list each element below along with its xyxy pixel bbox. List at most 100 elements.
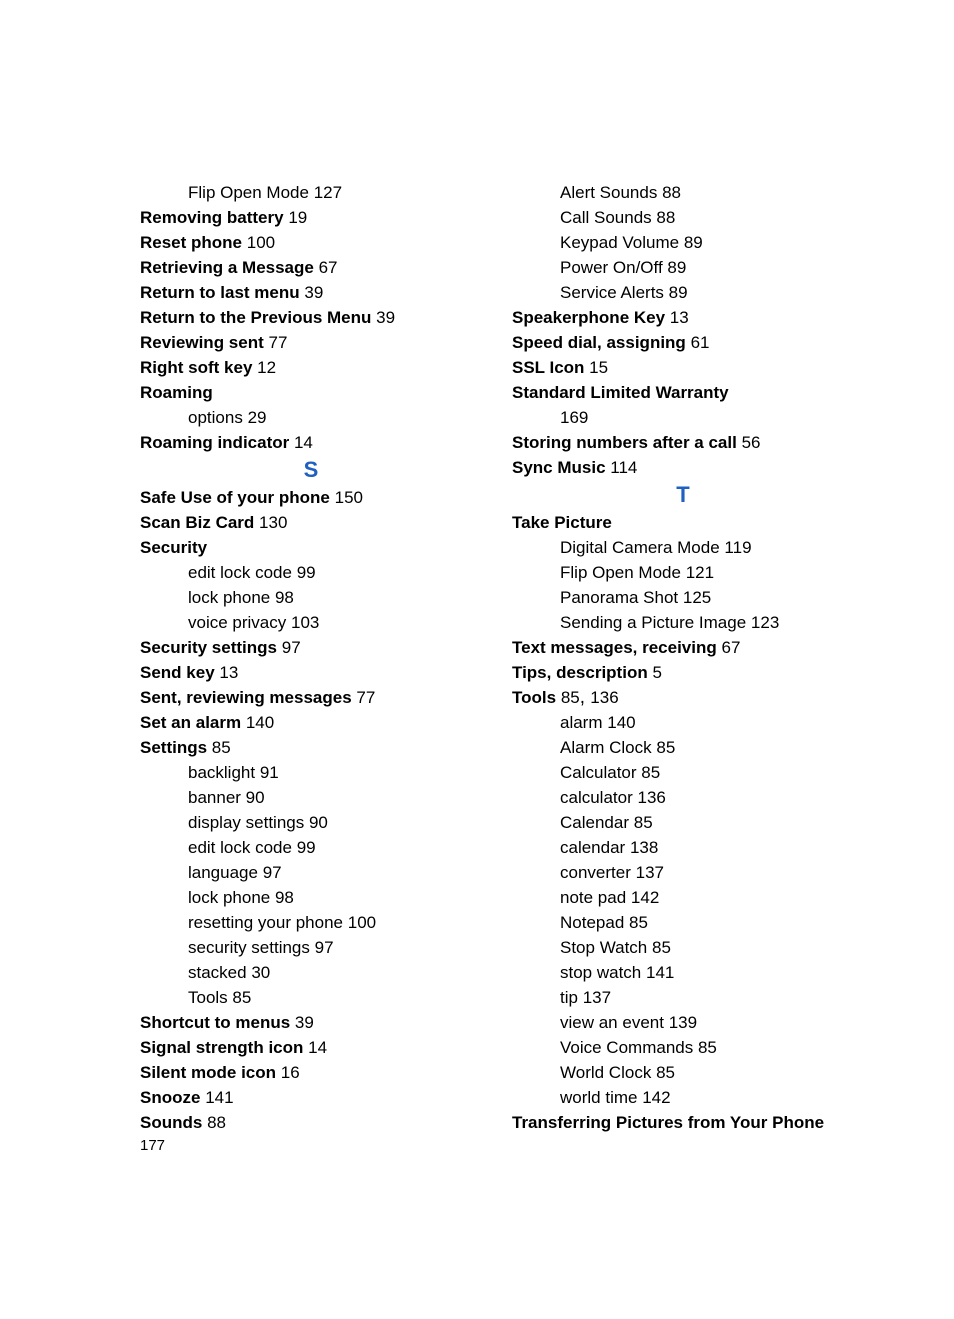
- page-ref[interactable]: 85: [656, 738, 675, 757]
- page-ref[interactable]: 5: [652, 663, 661, 682]
- page-ref[interactable]: 16: [281, 1063, 300, 1082]
- index-entry: World Clock 85: [512, 1060, 854, 1085]
- page-ref[interactable]: 99: [297, 838, 316, 857]
- page-ref[interactable]: 119: [724, 538, 751, 557]
- index-subterm: converter: [560, 863, 631, 882]
- page-ref[interactable]: 14: [308, 1038, 327, 1057]
- page-ref[interactable]: 85: [232, 988, 251, 1007]
- page-ref[interactable]: 103: [291, 613, 319, 632]
- page-ref[interactable]: 67: [721, 638, 740, 657]
- index-entry: Text messages, receiving 67: [512, 635, 854, 660]
- page-ref[interactable]: 100: [247, 233, 275, 252]
- index-entry: Return to the Previous Menu 39: [140, 305, 482, 330]
- page-ref[interactable]: 85: [212, 738, 231, 757]
- page-ref[interactable]: 13: [670, 308, 689, 327]
- page-ref[interactable]: 136: [590, 688, 618, 707]
- page-ref[interactable]: 125: [683, 588, 711, 607]
- page-ref[interactable]: 89: [684, 233, 703, 252]
- index-term: Sync Music: [512, 458, 606, 477]
- page-ref[interactable]: 39: [376, 308, 395, 327]
- page-ref[interactable]: 140: [246, 713, 274, 732]
- page-ref[interactable]: 130: [259, 513, 287, 532]
- page-ref[interactable]: 127: [314, 183, 342, 202]
- index-entry: Send key 13: [140, 660, 482, 685]
- index-entry: Take Picture: [512, 510, 854, 535]
- index-subterm: options: [188, 408, 243, 427]
- page-ref[interactable]: 100: [348, 913, 376, 932]
- page-ref[interactable]: 67: [319, 258, 338, 277]
- page-ref[interactable]: 89: [667, 258, 686, 277]
- index-entry: world time 142: [512, 1085, 854, 1110]
- page-ref[interactable]: 88: [656, 208, 675, 227]
- page-ref[interactable]: 136: [638, 788, 666, 807]
- index-term: Standard Limited Warranty: [512, 383, 729, 402]
- index-entry: resetting your phone 100: [140, 910, 482, 935]
- page-ref[interactable]: 98: [275, 588, 294, 607]
- page-ref[interactable]: 98: [275, 888, 294, 907]
- page-ref[interactable]: 77: [269, 333, 288, 352]
- index-entry: banner 90: [140, 785, 482, 810]
- page-ref[interactable]: 56: [742, 433, 761, 452]
- page-ref[interactable]: 91: [260, 763, 279, 782]
- page-ref[interactable]: 39: [295, 1013, 314, 1032]
- page-ref[interactable]: 90: [309, 813, 328, 832]
- index-subterm: edit lock code: [188, 838, 292, 857]
- index-subterm: tip: [560, 988, 578, 1007]
- page-ref[interactable]: 141: [646, 963, 674, 982]
- index-subterm: Alarm Clock: [560, 738, 652, 757]
- section-letter-t: T: [512, 480, 854, 510]
- index-subterm: language: [188, 863, 258, 882]
- index-entry: Roaming: [140, 380, 482, 405]
- page-ref[interactable]: 142: [642, 1088, 670, 1107]
- page-ref[interactable]: 97: [263, 863, 282, 882]
- page-ref[interactable]: 137: [636, 863, 664, 882]
- page-ref[interactable]: 13: [219, 663, 238, 682]
- page-ref[interactable]: 85: [698, 1038, 717, 1057]
- index-entry: Sounds 88: [140, 1110, 482, 1135]
- index-term: Roaming: [140, 383, 213, 402]
- page-ref[interactable]: 88: [207, 1113, 226, 1132]
- page-ref[interactable]: 29: [248, 408, 267, 427]
- page-ref[interactable]: 85: [629, 913, 648, 932]
- page-ref[interactable]: 85: [652, 938, 671, 957]
- page-ref[interactable]: 150: [335, 488, 363, 507]
- page-ref[interactable]: 121: [686, 563, 714, 582]
- page-ref[interactable]: 30: [251, 963, 270, 982]
- page-ref[interactable]: 142: [631, 888, 659, 907]
- page-ref[interactable]: 140: [607, 713, 635, 732]
- page-ref[interactable]: 85: [634, 813, 653, 832]
- index-term: Reset phone: [140, 233, 242, 252]
- index-columns: Flip Open Mode 127Removing battery 19Res…: [140, 180, 854, 1154]
- page-ref[interactable]: 19: [288, 208, 307, 227]
- page-ref[interactable]: 88: [662, 183, 681, 202]
- page-ref[interactable]: 123: [751, 613, 779, 632]
- page-ref[interactable]: 99: [297, 563, 316, 582]
- page-ref[interactable]: 89: [669, 283, 688, 302]
- page-ref[interactable]: 141: [205, 1088, 233, 1107]
- index-entry: Tips, description 5: [512, 660, 854, 685]
- page-ref[interactable]: 97: [282, 638, 301, 657]
- index-term: Take Picture: [512, 513, 612, 532]
- page-ref[interactable]: 90: [246, 788, 265, 807]
- index-entry: Silent mode icon 16: [140, 1060, 482, 1085]
- page-ref[interactable]: 138: [630, 838, 658, 857]
- page-ref[interactable]: 12: [257, 358, 276, 377]
- page-ref[interactable]: 85: [561, 688, 580, 707]
- page-ref[interactable]: 139: [669, 1013, 697, 1032]
- page-ref[interactable]: 61: [691, 333, 710, 352]
- page-ref[interactable]: 14: [294, 433, 313, 452]
- page-ref[interactable]: 39: [304, 283, 323, 302]
- index-term: Set an alarm: [140, 713, 241, 732]
- page-ref[interactable]: 85: [656, 1063, 675, 1082]
- page-ref[interactable]: 15: [589, 358, 608, 377]
- page-ref[interactable]: 97: [315, 938, 334, 957]
- index-term: Roaming indicator: [140, 433, 289, 452]
- index-entry: Alarm Clock 85: [512, 735, 854, 760]
- index-entry: Service Alerts 89: [512, 280, 854, 305]
- page-ref[interactable]: 137: [583, 988, 611, 1007]
- page-ref[interactable]: 169: [560, 408, 588, 427]
- page-ref[interactable]: 114: [610, 458, 637, 477]
- page-ref[interactable]: 85: [641, 763, 660, 782]
- index-subterm: Notepad: [560, 913, 624, 932]
- page-ref[interactable]: 77: [356, 688, 375, 707]
